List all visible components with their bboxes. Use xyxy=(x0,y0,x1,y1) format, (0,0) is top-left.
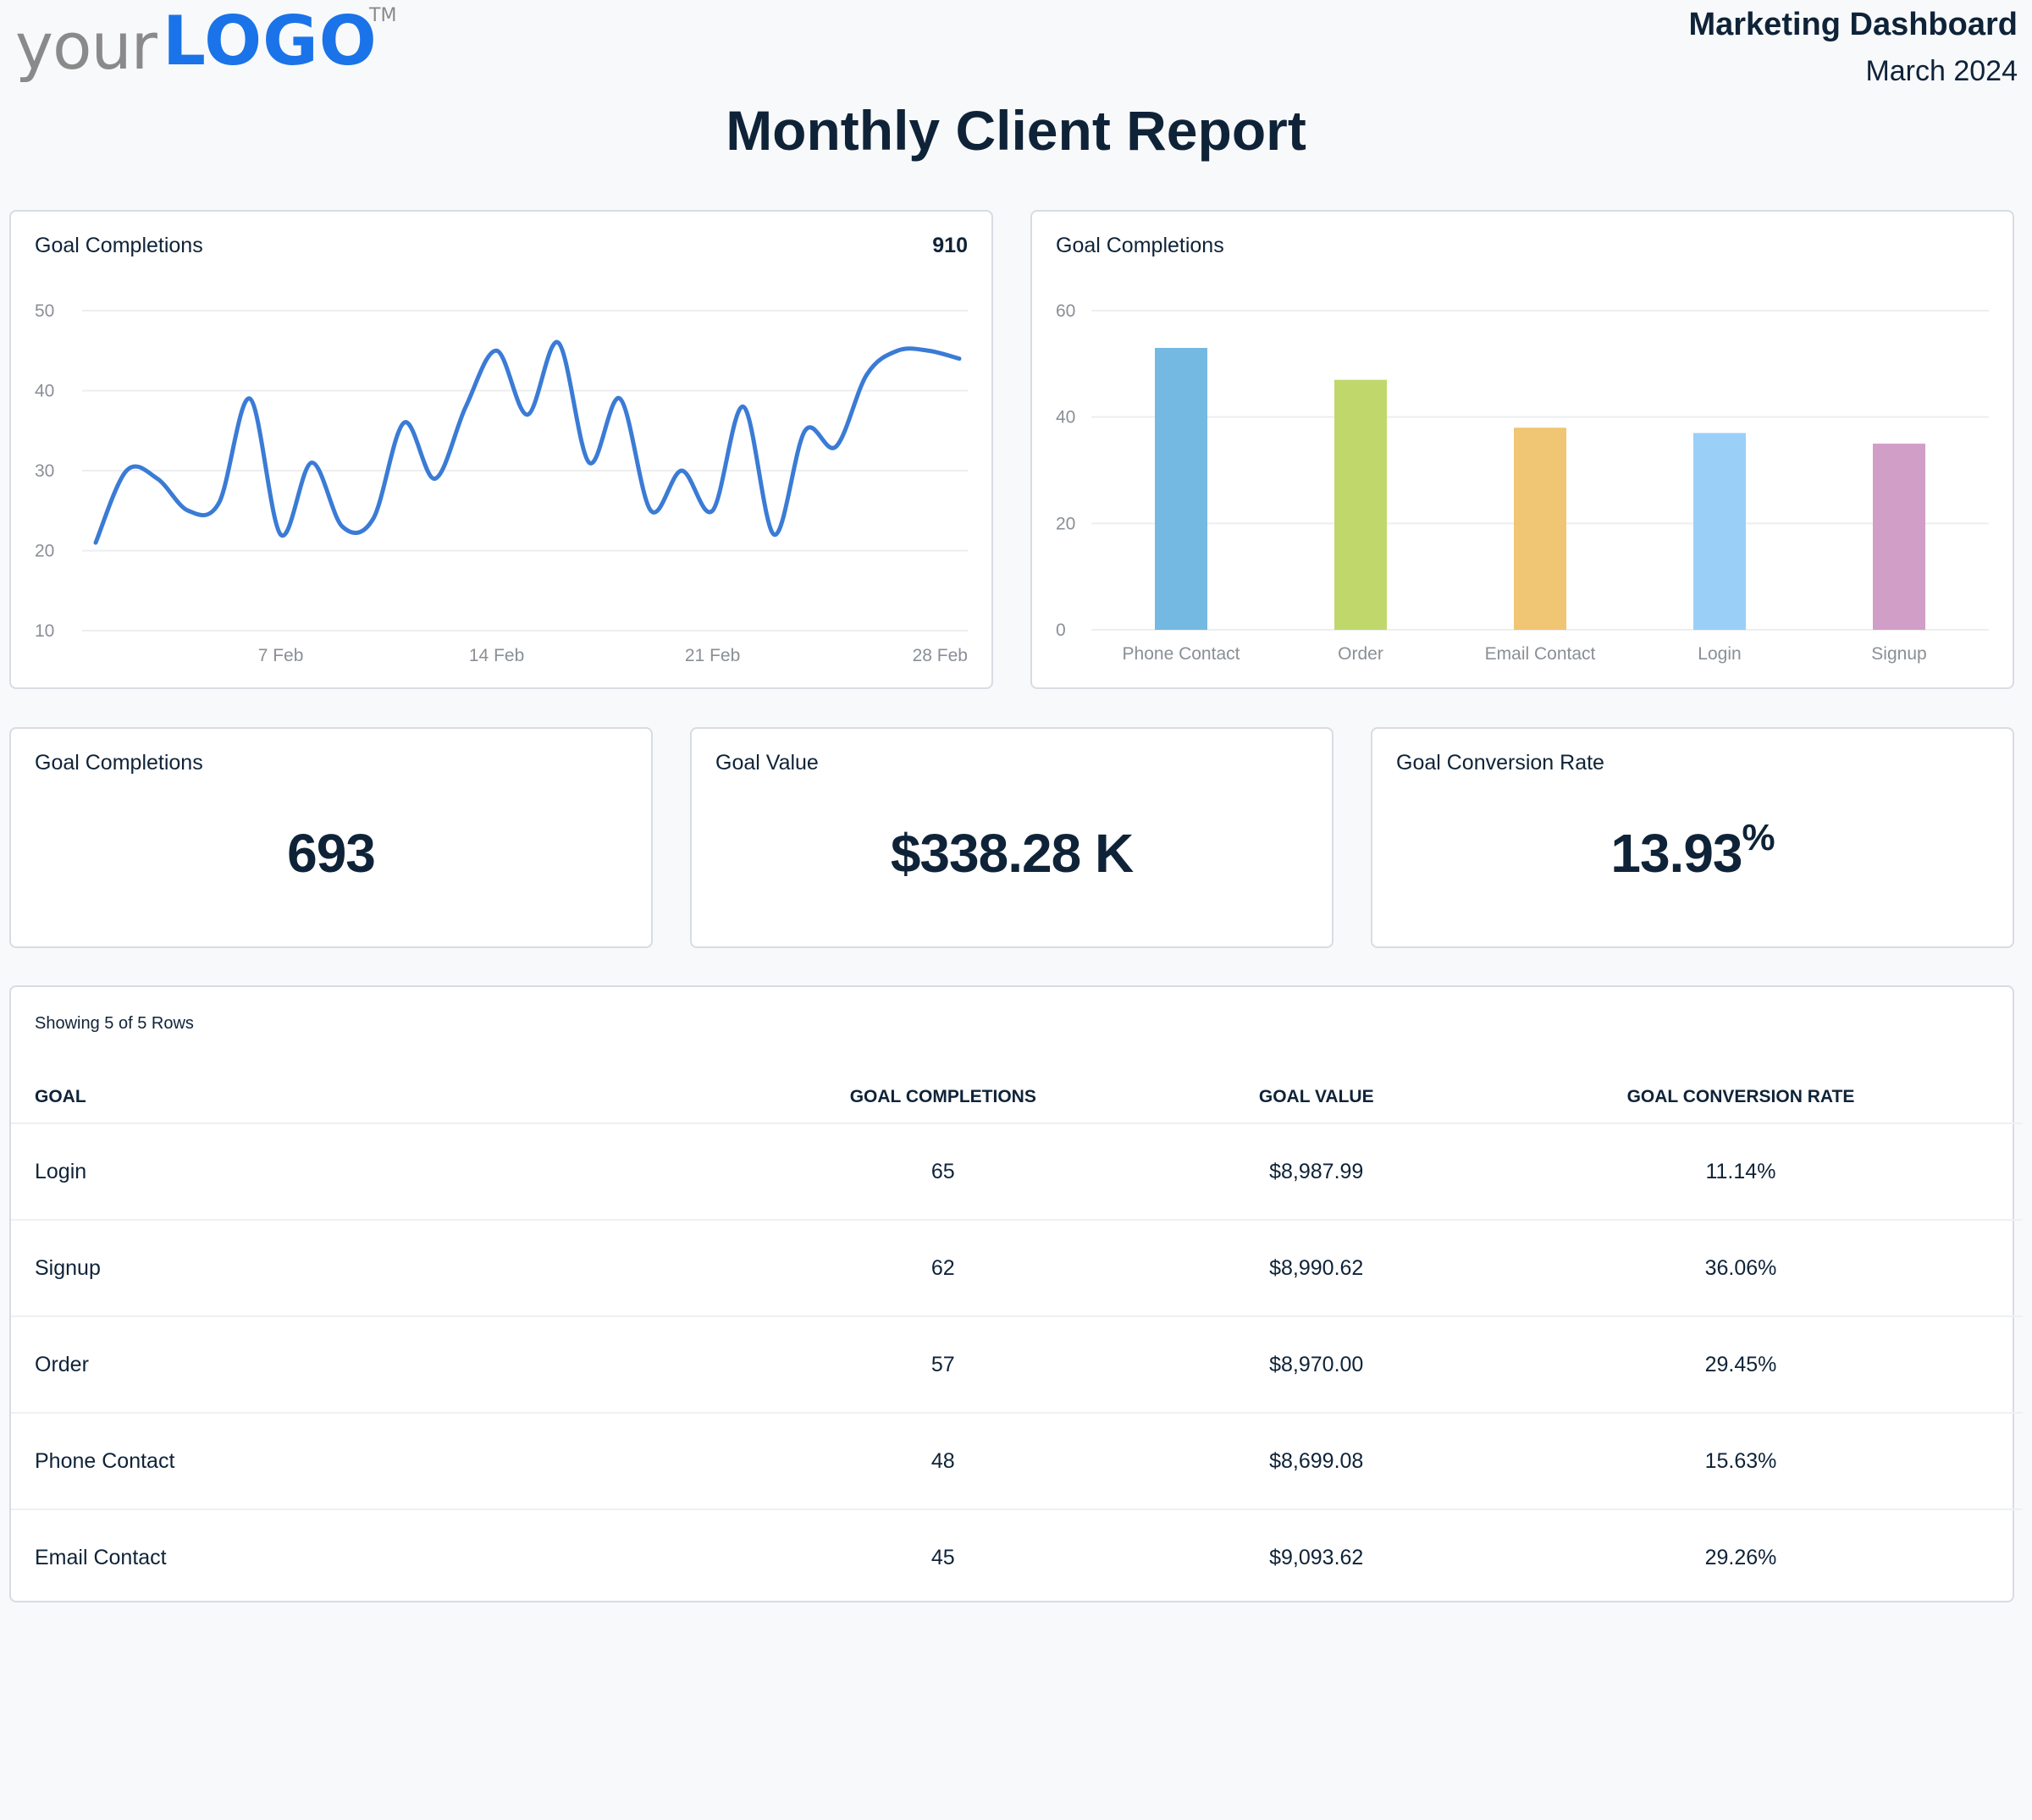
kpi-label: Goal Value xyxy=(715,751,819,775)
cell-value: $8,990.62 xyxy=(1173,1220,1459,1317)
dashboard-title: Marketing Dashboard xyxy=(1688,7,2018,42)
cell-conversion-rate: 15.63% xyxy=(1458,1413,2023,1510)
kpi-label: Goal Conversion Rate xyxy=(1396,751,1604,775)
bar-chart-card: Goal Completions 0 20 40 60 Phone Contact Ord… xyxy=(1030,210,2014,689)
cell-goal: Email Contact xyxy=(35,1545,167,1569)
kpi-value-suffix: % xyxy=(1742,817,1775,858)
cell-value: $8,699.08 xyxy=(1173,1413,1459,1510)
line-chart: 10 20 30 40 50 7 Feb 14 Feb 21 Feb 28 Feb xyxy=(35,301,968,665)
y-tick-label: 10 xyxy=(35,621,54,641)
y-tick-label: 40 xyxy=(1056,408,1075,427)
x-tick-label: 21 Feb xyxy=(685,646,740,665)
cell-goal: Phone Contact xyxy=(11,1413,712,1510)
column-header-goal-completions[interactable]: Goal Completions xyxy=(712,1072,1174,1124)
y-tick-label: 20 xyxy=(35,542,54,561)
cell-value: $8,987.99 xyxy=(1173,1123,1459,1221)
cell-goal: Order xyxy=(11,1316,712,1414)
x-tick-label: Email Contact xyxy=(1485,644,1596,664)
table-row: Phone Contact 48 $8,699.08 15.63% xyxy=(11,1413,2023,1510)
y-tick-label: 50 xyxy=(35,301,54,321)
bar xyxy=(1334,379,1387,630)
cell-completions: 57 xyxy=(712,1316,1174,1414)
kpi-value: 13.93 xyxy=(1610,823,1742,884)
kpi-value: 693 xyxy=(287,823,376,884)
report-date: March 2024 xyxy=(1865,55,2018,87)
column-header-goal-value[interactable]: Goal Value xyxy=(1173,1072,1459,1124)
kpi-value: $338.28 K xyxy=(890,823,1134,884)
x-tick-label: Login xyxy=(1698,644,1741,664)
table-row-count: Showing 5 of 5 Rows xyxy=(35,1014,194,1033)
cell-conversion-rate: 11.14% xyxy=(1458,1123,2023,1221)
bar xyxy=(1514,427,1566,630)
series-line xyxy=(93,339,962,545)
line-chart-title: Goal Completions xyxy=(35,234,203,257)
line-chart-card: Goal Completions 910 10 20 30 40 50 7 Feb 14 F… xyxy=(9,210,993,689)
y-tick-label: 20 xyxy=(1056,514,1075,533)
x-tick-label: 14 Feb xyxy=(469,646,524,665)
cell-completions: 48 xyxy=(712,1413,1174,1510)
kpi-card-goal-value: Goal Value $338.28 K xyxy=(690,727,1334,948)
bar xyxy=(1155,347,1207,630)
cell-conversion-rate: 36.06% xyxy=(1458,1220,2023,1317)
kpi-value-wrap: 13.93% xyxy=(1372,817,2013,885)
bar-chart-title: Goal Completions xyxy=(1056,234,1224,257)
x-tick-label: Phone Contact xyxy=(1123,644,1240,664)
y-tick-label: 40 xyxy=(35,382,54,401)
kpi-label: Goal Completions xyxy=(35,751,203,775)
table-row: Email Contact 45 $9,093.62 29.26% xyxy=(11,1509,2023,1605)
column-header-goal[interactable]: Goal xyxy=(11,1072,712,1124)
cell-goal: Login xyxy=(11,1123,712,1221)
column-header-conversion-rate[interactable]: Goal Conversion Rate xyxy=(1458,1072,2023,1124)
logo-trademark: TM xyxy=(369,5,397,26)
line-chart-total: 910 xyxy=(932,234,968,257)
logo-mark: LOGO xyxy=(163,2,378,80)
goals-table-card: Showing 5 of 5 Rows Goal Goal Completion… xyxy=(9,985,2023,1602)
table-header-row: Goal Goal Completions Goal Value Goal Co… xyxy=(11,1072,2023,1124)
bar-chart: 0 20 40 60 Phone Contact Order Email Contact Lo… xyxy=(1056,301,1989,664)
cell-conversion-rate: 29.45% xyxy=(1458,1316,2023,1414)
goals-table: Goal Goal Completions Goal Value Goal Co… xyxy=(11,1072,2023,1605)
x-tick-label: Signup xyxy=(1871,644,1926,664)
x-tick-label: 7 Feb xyxy=(258,646,304,665)
y-tick-label: 30 xyxy=(35,461,54,481)
bar xyxy=(1693,433,1746,630)
page-title: Monthly Client Report xyxy=(726,99,1306,162)
logo-word: your xyxy=(15,8,157,84)
table-row: Order 57 $8,970.00 29.45% xyxy=(11,1316,2023,1414)
cell-conversion-rate: 29.26% xyxy=(1704,1545,1777,1569)
kpi-card-conversion-rate: Goal Conversion Rate 13.93% xyxy=(1371,727,2014,948)
table-row: Signup 62 $8,990.62 36.06% xyxy=(11,1220,2023,1317)
bar xyxy=(1873,444,1925,630)
table-row: Login 65 $8,987.99 11.14% xyxy=(11,1123,2023,1221)
report-header: Marketing Dashboard March 2024 xyxy=(1688,5,2018,88)
x-tick-label: Order xyxy=(1338,644,1383,664)
cell-completions: 65 xyxy=(712,1123,1174,1221)
cell-completions: 62 xyxy=(712,1220,1174,1317)
cell-value: $9,093.62 xyxy=(1269,1545,1364,1569)
cell-completions: 45 xyxy=(930,1545,955,1569)
y-tick-label: 60 xyxy=(1056,301,1075,321)
x-tick-label: 28 Feb xyxy=(913,646,968,665)
cell-goal: Signup xyxy=(11,1220,712,1317)
cell-value: $8,970.00 xyxy=(1173,1316,1459,1414)
y-tick-label: 0 xyxy=(1056,620,1066,640)
kpi-card-goal-completions: Goal Completions 693 xyxy=(9,727,653,948)
